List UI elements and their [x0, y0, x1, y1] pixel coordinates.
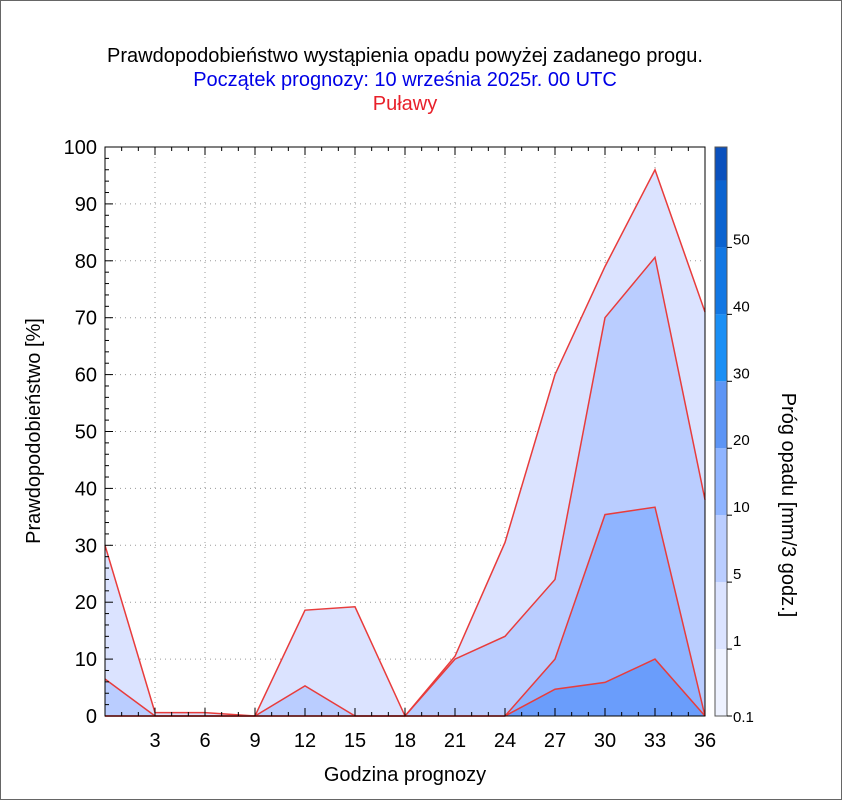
x-tick-label: 9 [249, 730, 260, 752]
area-threshold-2 [105, 507, 705, 716]
x-axis-ticks: 3 6 9 12 15 18 21 24 27 30 33 36 [104, 147, 716, 752]
x-tick-label: 21 [444, 730, 466, 752]
colorbar-segment [715, 180, 727, 248]
x-tick-label: 24 [494, 730, 516, 752]
x-axis-label: Godzina prognozy [324, 764, 486, 786]
y-tick-label: 40 [75, 478, 97, 500]
y-tick-label: 0 [86, 706, 97, 728]
colorbar: 0.1 1 5 10 20 30 40 50 [714, 146, 754, 726]
y-tick-label: 90 [75, 194, 97, 216]
colorbar-segment [715, 314, 727, 382]
colorbar-tick-label: 0.1 [733, 709, 754, 726]
y-tick-label: 100 [64, 137, 97, 159]
y-tick-label: 80 [75, 251, 97, 273]
chart-subtitle: Początek prognozy: 10 września 2025r. 00… [193, 69, 617, 91]
colorbar-tick-label: 50 [733, 231, 750, 248]
colorbar-label: Próg opadu [mm/3 godz.] [777, 393, 799, 618]
x-tick-label: 15 [344, 730, 366, 752]
colorbar-segment [715, 515, 727, 583]
colorbar-segment [715, 247, 727, 315]
colorbar-segment [715, 649, 727, 716]
colorbar-frame [714, 146, 728, 717]
colorbar-tick-label: 30 [733, 365, 750, 382]
colorbar-tick-label: 5 [733, 566, 741, 583]
y-tick-label: 30 [75, 535, 97, 557]
colorbar-tick-label: 10 [733, 499, 750, 516]
y-axis-label: Prawdopodobieństwo [%] [23, 318, 45, 544]
x-tick-label: 3 [149, 730, 160, 752]
colorbar-tick-label: 40 [733, 298, 750, 315]
y-tick-label: 50 [75, 422, 97, 444]
area-threshold-1 [105, 257, 705, 716]
colorbar-segment [715, 381, 727, 449]
colorbar-segment [715, 147, 727, 181]
colorbar-segment [715, 582, 727, 650]
x-tick-label: 27 [544, 730, 566, 752]
y-axis-ticks: 0 10 20 30 40 50 60 70 80 90 100 [64, 137, 113, 728]
y-tick-label: 60 [75, 365, 97, 387]
colorbar-tick-label: 20 [733, 432, 750, 449]
colorbar-tick-label: 1 [733, 633, 741, 650]
y-tick-label: 10 [75, 649, 97, 671]
x-tick-label: 33 [644, 730, 666, 752]
y-tick-label: 70 [75, 308, 97, 330]
y-tick-label: 20 [75, 592, 97, 614]
chart-title: Prawdopodobieństwo wystąpienia opadu pow… [107, 45, 703, 67]
chart-location: Puławy [373, 93, 437, 115]
x-tick-label: 12 [294, 730, 316, 752]
x-tick-label: 6 [199, 730, 210, 752]
area-threshold-3 [105, 659, 705, 716]
colorbar-segment [715, 448, 727, 516]
x-tick-label: 36 [694, 730, 716, 752]
x-tick-label: 30 [594, 730, 616, 752]
x-tick-label: 18 [394, 730, 416, 752]
